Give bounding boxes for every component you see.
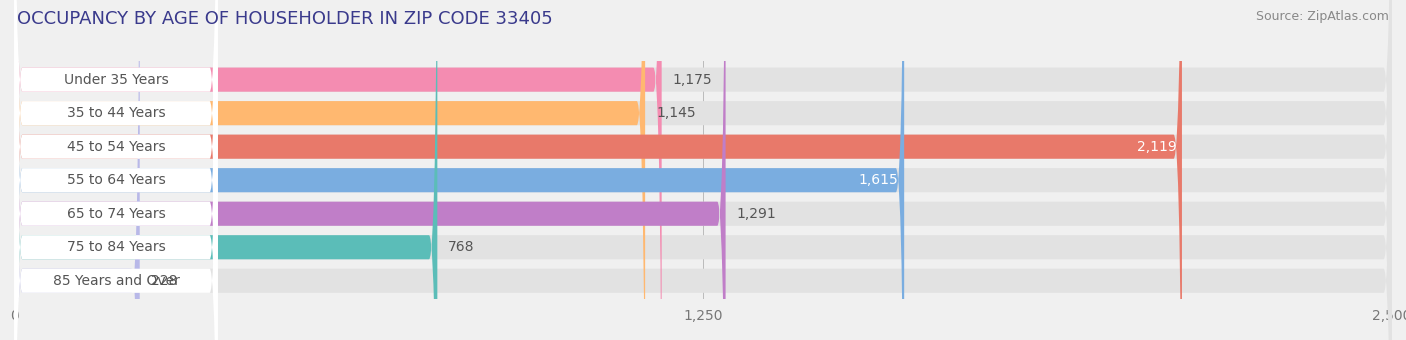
FancyBboxPatch shape: [14, 0, 218, 340]
FancyBboxPatch shape: [14, 0, 218, 340]
Text: 45 to 54 Years: 45 to 54 Years: [66, 140, 166, 154]
FancyBboxPatch shape: [14, 0, 1392, 340]
Text: OCCUPANCY BY AGE OF HOUSEHOLDER IN ZIP CODE 33405: OCCUPANCY BY AGE OF HOUSEHOLDER IN ZIP C…: [17, 10, 553, 28]
Text: 228: 228: [150, 274, 177, 288]
Text: 2,119: 2,119: [1136, 140, 1177, 154]
Text: 65 to 74 Years: 65 to 74 Years: [66, 207, 166, 221]
Text: 1,175: 1,175: [672, 73, 713, 87]
Text: 35 to 44 Years: 35 to 44 Years: [66, 106, 166, 120]
Text: 1,615: 1,615: [859, 173, 898, 187]
FancyBboxPatch shape: [14, 0, 1392, 340]
Text: 55 to 64 Years: 55 to 64 Years: [66, 173, 166, 187]
Text: Source: ZipAtlas.com: Source: ZipAtlas.com: [1256, 10, 1389, 23]
FancyBboxPatch shape: [14, 0, 218, 340]
FancyBboxPatch shape: [14, 0, 218, 340]
FancyBboxPatch shape: [14, 0, 1392, 340]
FancyBboxPatch shape: [14, 0, 725, 340]
Text: 75 to 84 Years: 75 to 84 Years: [66, 240, 166, 254]
FancyBboxPatch shape: [14, 0, 1392, 340]
Text: 85 Years and Over: 85 Years and Over: [52, 274, 180, 288]
FancyBboxPatch shape: [14, 0, 645, 340]
Text: 1,291: 1,291: [737, 207, 776, 221]
FancyBboxPatch shape: [14, 0, 904, 340]
FancyBboxPatch shape: [14, 0, 218, 340]
FancyBboxPatch shape: [14, 0, 1392, 340]
FancyBboxPatch shape: [14, 0, 437, 340]
FancyBboxPatch shape: [14, 0, 139, 340]
Text: 768: 768: [449, 240, 475, 254]
Text: 1,145: 1,145: [657, 106, 696, 120]
FancyBboxPatch shape: [14, 0, 218, 340]
Text: Under 35 Years: Under 35 Years: [63, 73, 169, 87]
FancyBboxPatch shape: [14, 0, 1182, 340]
FancyBboxPatch shape: [14, 0, 1392, 340]
FancyBboxPatch shape: [14, 0, 662, 340]
FancyBboxPatch shape: [14, 0, 1392, 340]
FancyBboxPatch shape: [14, 0, 218, 340]
